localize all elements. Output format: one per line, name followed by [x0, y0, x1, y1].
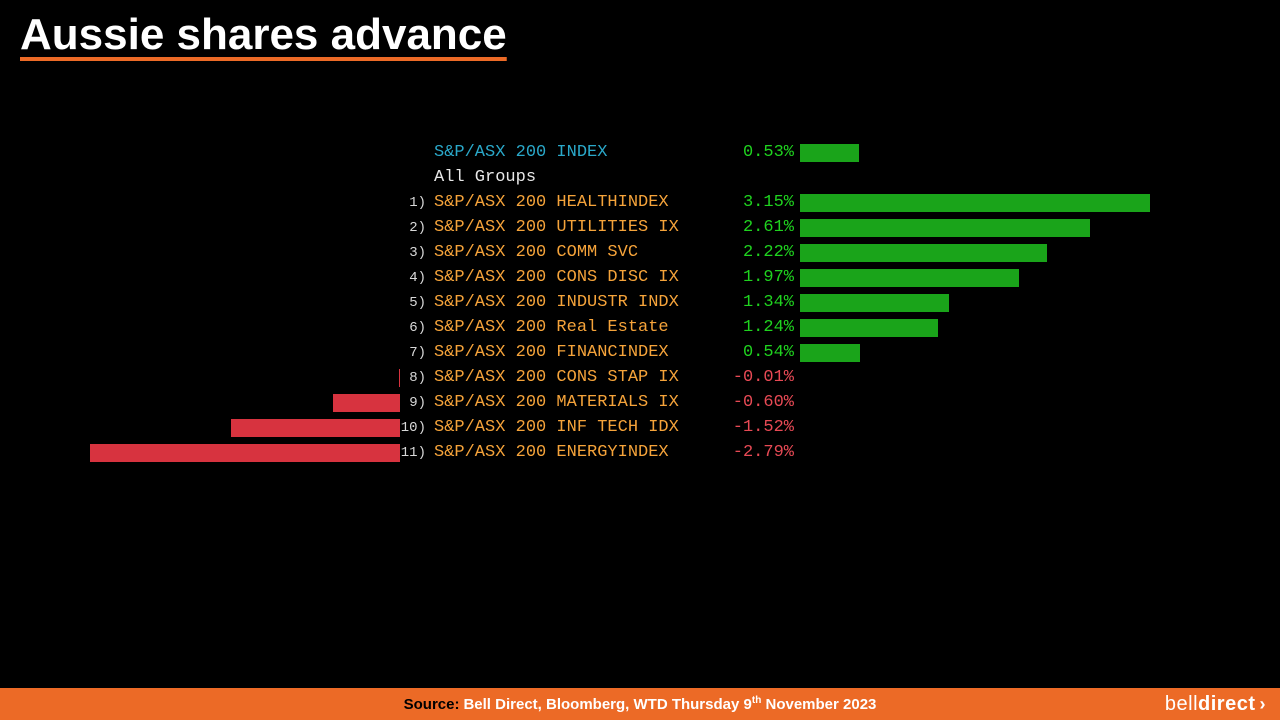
- negative-bar-cell: [90, 340, 400, 365]
- sector-row: 3)S&P/ASX 200 COMM SVC2.22%: [90, 240, 1190, 265]
- negative-bar: [90, 444, 400, 462]
- positive-bar-cell: [800, 290, 1170, 315]
- positive-bar-cell: [800, 390, 1170, 415]
- label-cell: S&P/ASX 200 INDUSTR INDX: [430, 293, 730, 312]
- label-cell: S&P/ASX 200 CONS DISC IX: [430, 268, 730, 287]
- sector-row: 1)S&P/ASX 200 HEALTHINDEX3.15%: [90, 190, 1190, 215]
- positive-bar: [800, 194, 1150, 212]
- positive-bar-cell: [800, 190, 1170, 215]
- negative-bar-cell: [90, 440, 400, 465]
- index-header-row: S&P/ASX 200 INDEX0.53%: [90, 140, 1190, 165]
- positive-bar-cell: [800, 315, 1170, 340]
- rank-cell: 2): [400, 220, 430, 236]
- rank-cell: 6): [400, 320, 430, 336]
- negative-bar-cell: [90, 290, 400, 315]
- negative-bar-cell: [90, 365, 400, 390]
- label-cell: S&P/ASX 200 HEALTHINDEX: [430, 193, 730, 212]
- pct-cell: 1.97%: [730, 268, 800, 287]
- pct-cell: -2.79%: [730, 443, 800, 462]
- pct-cell: 0.54%: [730, 343, 800, 362]
- negative-bar-cell: [90, 390, 400, 415]
- sector-row: 10)S&P/ASX 200 INF TECH IDX-1.52%: [90, 415, 1190, 440]
- pct-cell: 3.15%: [730, 193, 800, 212]
- pct-cell: 2.22%: [730, 243, 800, 262]
- sector-row: 8)S&P/ASX 200 CONS STAP IX-0.01%: [90, 365, 1190, 390]
- rank-cell: 7): [400, 345, 430, 361]
- source-label: Source:: [404, 696, 460, 713]
- label-cell: S&P/ASX 200 INDEX: [430, 143, 730, 162]
- sector-chart: S&P/ASX 200 INDEX0.53%All Groups1)S&P/AS…: [90, 140, 1190, 465]
- chevron-right-icon: ›: [1260, 694, 1267, 715]
- sector-row: 11)S&P/ASX 200 ENERGYINDEX-2.79%: [90, 440, 1190, 465]
- page-title: Aussie shares advance: [20, 10, 507, 60]
- negative-bar-cell: [90, 140, 400, 165]
- positive-bar: [800, 294, 949, 312]
- sector-row: 5)S&P/ASX 200 INDUSTR INDX1.34%: [90, 290, 1190, 315]
- sector-row: 9)S&P/ASX 200 MATERIALS IX-0.60%: [90, 390, 1190, 415]
- label-cell: S&P/ASX 200 INF TECH IDX: [430, 418, 730, 437]
- positive-bar-cell: [800, 215, 1170, 240]
- label-cell: S&P/ASX 200 FINANCINDEX: [430, 343, 730, 362]
- negative-bar-cell: [90, 240, 400, 265]
- negative-bar-cell: [90, 415, 400, 440]
- positive-bar-cell: [800, 440, 1170, 465]
- rank-cell: 4): [400, 270, 430, 286]
- rank-cell: 8): [400, 370, 430, 386]
- negative-bar-cell: [90, 190, 400, 215]
- pct-cell: 1.24%: [730, 318, 800, 337]
- sector-row: 7)S&P/ASX 200 FINANCINDEX0.54%: [90, 340, 1190, 365]
- pct-cell: -0.01%: [730, 368, 800, 387]
- label-cell: S&P/ASX 200 CONS STAP IX: [430, 368, 730, 387]
- positive-bar: [800, 144, 859, 162]
- sector-row: 2)S&P/ASX 200 UTILITIES IX2.61%: [90, 215, 1190, 240]
- positive-bar-cell: [800, 415, 1170, 440]
- positive-bar-cell: [800, 265, 1170, 290]
- sector-row: 6)S&P/ASX 200 Real Estate1.24%: [90, 315, 1190, 340]
- rank-cell: 1): [400, 195, 430, 211]
- negative-bar-cell: [90, 265, 400, 290]
- pct-cell: 0.53%: [730, 143, 800, 162]
- negative-bar: [333, 394, 400, 412]
- group-label-row: All Groups: [90, 165, 1190, 190]
- rank-cell: 11): [400, 445, 430, 461]
- positive-bar-cell: [800, 165, 1170, 190]
- rank-cell: 10): [400, 420, 430, 436]
- sector-row: 4)S&P/ASX 200 CONS DISC IX1.97%: [90, 265, 1190, 290]
- pct-cell: 1.34%: [730, 293, 800, 312]
- label-cell: S&P/ASX 200 UTILITIES IX: [430, 218, 730, 237]
- belldirect-logo: belldirect›: [1165, 693, 1266, 716]
- positive-bar: [800, 269, 1019, 287]
- negative-bar-cell: [90, 315, 400, 340]
- label-cell: All Groups: [430, 168, 730, 187]
- source-text: Bell Direct, Bloomberg, WTD Thursday 9th…: [463, 695, 876, 713]
- positive-bar-cell: [800, 240, 1170, 265]
- positive-bar: [800, 219, 1090, 237]
- positive-bar-cell: [800, 365, 1170, 390]
- negative-bar: [231, 419, 400, 437]
- rank-cell: 5): [400, 295, 430, 311]
- negative-bar-cell: [90, 215, 400, 240]
- pct-cell: -0.60%: [730, 393, 800, 412]
- label-cell: S&P/ASX 200 ENERGYINDEX: [430, 443, 730, 462]
- pct-cell: 2.61%: [730, 218, 800, 237]
- positive-bar: [800, 344, 860, 362]
- negative-bar-cell: [90, 165, 400, 190]
- label-cell: S&P/ASX 200 Real Estate: [430, 318, 730, 337]
- footer-bar: Source: Bell Direct, Bloomberg, WTD Thur…: [0, 688, 1280, 720]
- positive-bar-cell: [800, 140, 1170, 165]
- label-cell: S&P/ASX 200 MATERIALS IX: [430, 393, 730, 412]
- rank-cell: 9): [400, 395, 430, 411]
- rank-cell: 3): [400, 245, 430, 261]
- label-cell: S&P/ASX 200 COMM SVC: [430, 243, 730, 262]
- positive-bar: [800, 244, 1047, 262]
- positive-bar: [800, 319, 938, 337]
- positive-bar-cell: [800, 340, 1170, 365]
- pct-cell: -1.52%: [730, 418, 800, 437]
